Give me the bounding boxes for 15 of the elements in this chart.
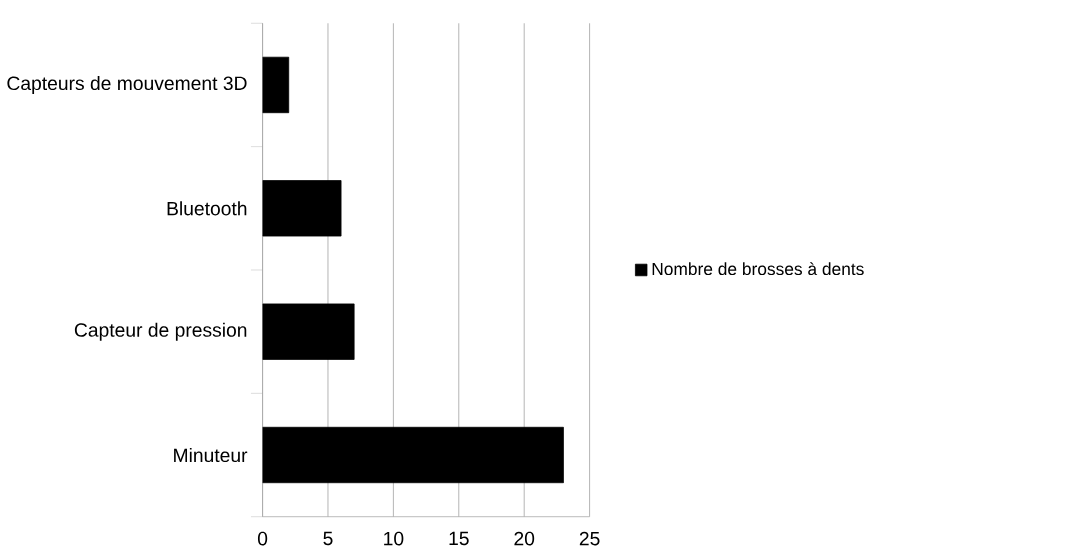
bar [262, 426, 564, 484]
bar [262, 180, 342, 237]
y-tick-label: Capteurs de mouvement 3D [7, 76, 247, 95]
x-tick-label: 10 [384, 531, 404, 546]
x-tick-label: 0 [257, 531, 268, 546]
legend-label: Nombre de brosses à dents [652, 262, 864, 276]
y-tick-label: Bluetooth [167, 201, 247, 216]
bar [262, 303, 355, 360]
y-tick-label: Minuteur [174, 448, 248, 463]
bar [262, 56, 290, 114]
x-tick-label: 25 [579, 531, 600, 546]
y-tick-label: Capteur de pression [74, 322, 247, 341]
x-tick-label: 20 [514, 531, 535, 546]
x-tick-label: 5 [323, 531, 333, 546]
x-tick-label: 15 [449, 531, 469, 546]
